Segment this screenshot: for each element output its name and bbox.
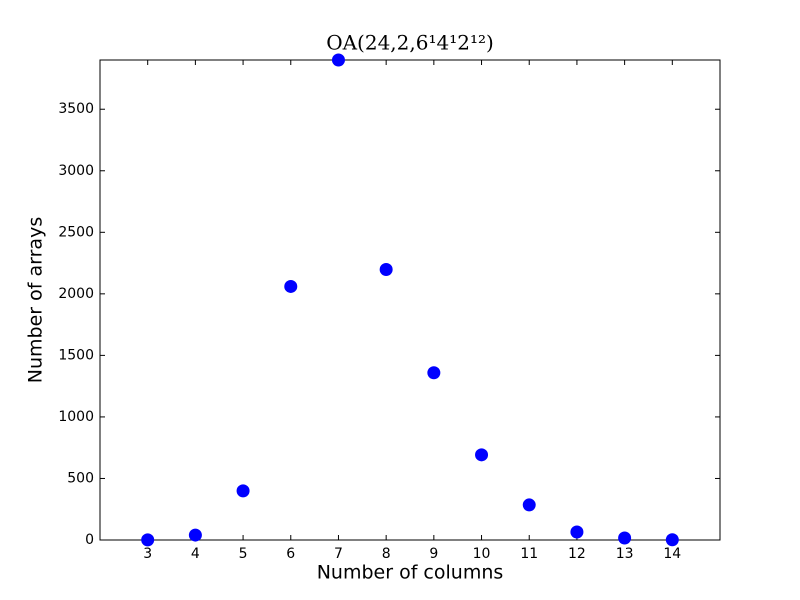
x-tick-label: 11 [520, 546, 538, 562]
x-tick-label: 3 [143, 546, 152, 562]
plot-frame [99, 59, 721, 541]
chart-title: OA(24,2,6¹4¹2¹²) [326, 31, 494, 55]
y-tick-label: 1500 [58, 347, 94, 363]
y-tick-label: 2500 [58, 224, 94, 240]
point [188, 528, 202, 542]
point [379, 262, 393, 276]
y-tick-label: 0 [85, 532, 94, 548]
x-tick-label: 9 [429, 546, 438, 562]
point [236, 484, 250, 498]
x-tick-label: 4 [191, 546, 200, 562]
point [427, 366, 441, 380]
x-tick-label: 7 [334, 546, 343, 562]
y-tick-label: 500 [67, 470, 94, 486]
point [570, 525, 584, 539]
x-axis-label: Number of columns [317, 562, 504, 584]
x-tick-label: 14 [663, 546, 681, 562]
x-tick-label: 10 [473, 546, 491, 562]
x-tick-label: 8 [382, 546, 391, 562]
y-tick-label: 1000 [58, 409, 94, 425]
y-tick-label: 2000 [58, 286, 94, 302]
y-tick-label: 3000 [58, 163, 94, 179]
point [284, 279, 298, 293]
point [522, 498, 536, 512]
x-tick-label: 6 [286, 546, 295, 562]
x-tick-label: 5 [239, 546, 248, 562]
y-tick-label: 3500 [58, 101, 94, 117]
point [331, 53, 345, 67]
point [618, 531, 632, 545]
point [475, 448, 489, 462]
point [665, 533, 679, 547]
x-tick-label: 13 [616, 546, 634, 562]
x-tick-label: 12 [568, 546, 586, 562]
y-axis-label: Number of arrays [25, 217, 47, 383]
point [141, 533, 155, 547]
